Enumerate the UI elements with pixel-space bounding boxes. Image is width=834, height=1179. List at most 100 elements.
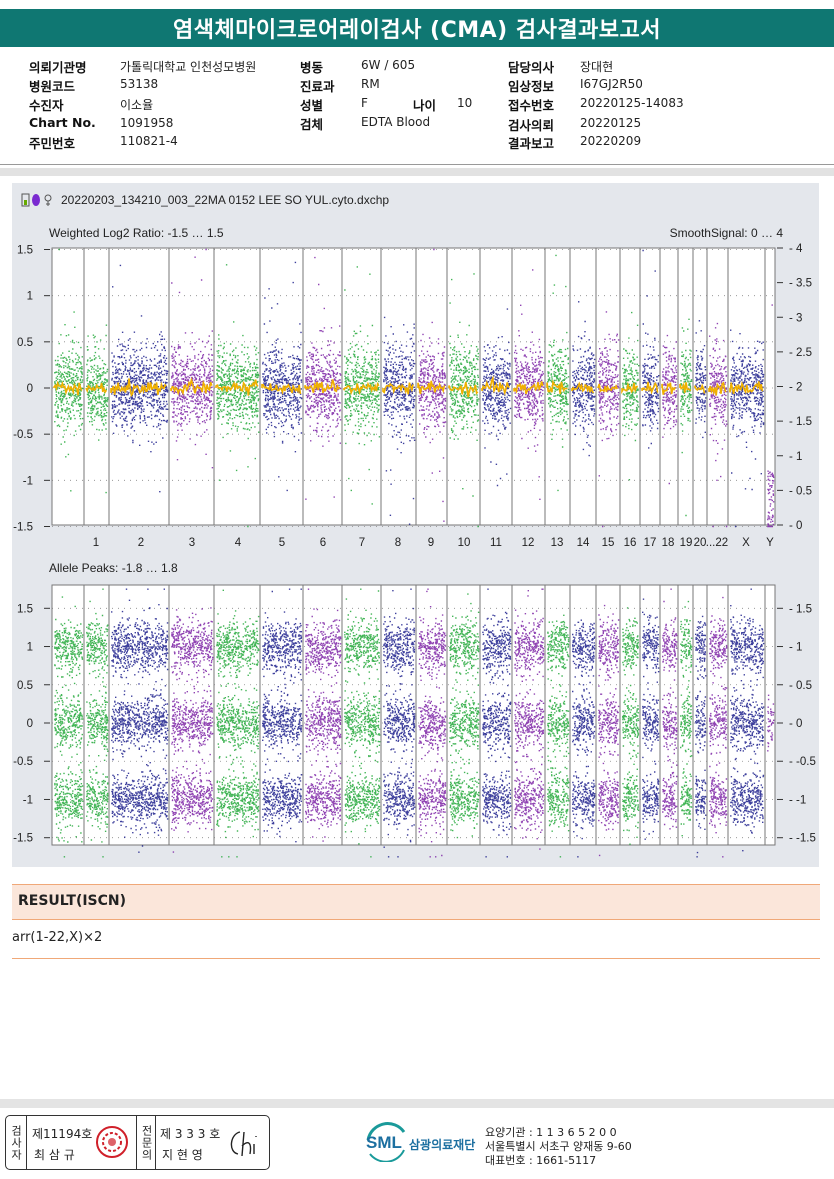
- value-requesting-institution: 가톨릭대학교 인천성모병원: [120, 60, 257, 74]
- value-specimen: EDTA Blood: [361, 115, 431, 129]
- battery-level-icon: [24, 200, 27, 205]
- label-sex: 성별: [300, 98, 324, 113]
- chromosome-label: X: [742, 537, 750, 549]
- value-hospital-code: 53138: [120, 77, 159, 91]
- log2-tick-label: -1.5: [13, 522, 33, 534]
- allele-tick-label-left: 1: [27, 642, 33, 654]
- allele-tick-label-right: - 1.5: [789, 603, 812, 615]
- smooth-signal-tick-label: - 1.5: [789, 416, 812, 428]
- label-physician: 담당의사: [508, 60, 555, 75]
- allele-tick-label-right: - 1: [789, 642, 802, 654]
- allele-tick-label-left: -1.5: [13, 833, 33, 845]
- examiner-number: 제11194호: [32, 1127, 93, 1141]
- chromosome-label: 18: [662, 537, 675, 549]
- log2-tick-label: -0.5: [13, 429, 33, 441]
- phone-number: 대표번호 : 1661-5117: [485, 1154, 597, 1167]
- log2-ratio-label: Weighted Log2 Ratio: -1.5 … 1.5: [49, 226, 224, 240]
- allele-tick-label-right: - -1: [789, 794, 806, 806]
- battery-icon: [21, 193, 30, 207]
- label-department: 진료과: [300, 79, 335, 94]
- chromosome-label: Y: [766, 537, 774, 549]
- footer-band: [0, 1099, 834, 1108]
- smooth-signal-tick-label: - 0: [789, 520, 802, 532]
- chromosome-label: 7: [359, 537, 365, 549]
- chromosome-label: 10: [458, 537, 471, 549]
- allele-tick-label-right: - 0: [789, 718, 802, 730]
- log2-tick-label: 0.5: [17, 337, 33, 349]
- chromosome-label: 4: [235, 537, 242, 549]
- cyto-filename: 20220203_134210_003_22MA 0152 LEE SO YUL…: [61, 193, 390, 207]
- chromosome-label: 11: [490, 537, 502, 549]
- allele-peaks-label: Allele Peaks: -1.8 … 1.8: [49, 561, 178, 575]
- allele-tick-label-left: 0.5: [17, 680, 33, 692]
- smooth-signal-tick-label: - 3.5: [789, 278, 812, 290]
- chromosome-label: 14: [577, 537, 590, 549]
- result-divider: [12, 958, 820, 959]
- chromosome-label: 15: [602, 537, 615, 549]
- result-title: RESULT(ISCN): [18, 893, 127, 909]
- value-accession-no: 20220125-14083: [580, 96, 684, 110]
- label-resident-no: 주민번호: [29, 136, 76, 151]
- smooth-signal-label: SmoothSignal: 0 … 4: [670, 226, 784, 240]
- smooth-signal-tick-label: - 2.5: [789, 347, 812, 359]
- smooth-signal-tick-label: - 1: [789, 451, 802, 463]
- value-sex: F: [361, 96, 368, 110]
- smooth-signal-tick-label: - 2: [789, 382, 802, 394]
- chromosome-label: 16: [624, 537, 637, 549]
- specialist-number: 제 3 3 3 호: [160, 1127, 221, 1141]
- handwritten-signature-icon: [230, 1131, 257, 1157]
- allele-tick-label-right: - -0.5: [789, 756, 816, 768]
- chromosome-label: ...22: [706, 537, 728, 549]
- value-age: 10: [457, 96, 473, 110]
- smooth-signal-tick-label: - 3: [789, 312, 802, 324]
- log2-ratio-plot: 1.5 1 0.5 0 -0.5 -1 -1.5 - 4 - 3.5 - 3 - 2.5 - 2 - 1…: [13, 243, 812, 549]
- label-report-date: 결과보고: [508, 136, 555, 151]
- chromosome-label: 5: [279, 537, 285, 549]
- chromosome-label: 8: [395, 537, 401, 549]
- divider-band: [0, 168, 834, 176]
- label-hospital-code: 병원코드: [29, 79, 76, 94]
- log2-tick-label: 1.5: [17, 245, 33, 257]
- chromosome-label: 12: [522, 537, 535, 549]
- label-patient: 수진자: [29, 98, 64, 113]
- seal-stamp-icon: [96, 1126, 128, 1158]
- chromosome-label: 1: [93, 537, 99, 549]
- label-request-date: 검사의뢰: [508, 118, 555, 133]
- smooth-signal-tick-label: - 0.5: [789, 485, 812, 497]
- sml-logo-icon: SML: [366, 1122, 406, 1162]
- label-specimen: 검체: [300, 117, 324, 132]
- allele-tick-label-left: -1: [23, 794, 33, 806]
- examiner-label: 검사자: [6, 1116, 27, 1169]
- specialist-name: 지 현 영: [162, 1148, 203, 1162]
- label-ward: 병동: [300, 60, 324, 75]
- chromosome-label: 2: [138, 537, 144, 549]
- result-iscn: arr(1-22,X)×2: [12, 930, 103, 945]
- value-chart-no: 1091958: [120, 116, 174, 130]
- address: 서울특별시 서초구 양재동 9-60: [485, 1140, 632, 1153]
- logo-text: SML: [366, 1133, 402, 1152]
- report-title: 염색체마이크로어레이검사 (CMA) 검사결과보고서: [0, 9, 834, 47]
- file-header: 20220203_134210_003_22MA 0152 LEE SO YUL…: [20, 192, 389, 208]
- purple-marker-icon: [32, 194, 40, 206]
- chromosome-label: 3: [189, 537, 195, 549]
- allele-tick-label-left: 1.5: [17, 603, 33, 615]
- value-report-date: 20220209: [580, 134, 642, 148]
- label-chart-no: Chart No.: [29, 115, 96, 130]
- chromosome-label: 17: [644, 537, 657, 549]
- label-accession-no: 접수번호: [508, 98, 555, 113]
- allele-tick-label-left: -0.5: [13, 756, 33, 768]
- chromosome-label: 19: [680, 537, 693, 549]
- allele-tick-label-left: 0: [27, 718, 33, 730]
- log2-tick-label: 0: [27, 383, 33, 395]
- value-physician: 장대현: [580, 60, 614, 74]
- file-status-icons: [21, 193, 52, 207]
- smooth-signal-tick-label: - 4: [789, 243, 803, 255]
- value-department: RM: [361, 77, 380, 91]
- examiner-name: 최 삼 규: [34, 1148, 75, 1162]
- allele-peaks-plot: 1.5 - 1.5 1 - 1 0.5 - 0.5 0 - 0 -0.5 - -0.5 -1 - -1…: [13, 584, 816, 858]
- label-age: 나이: [413, 98, 437, 113]
- log2-tick-label: 1: [27, 291, 33, 303]
- signature-box: 검사자 제11194호 최 삼 규 전문의 제 3 3 3 호 지 현 영: [5, 1115, 270, 1170]
- value-resident-no: 110821-4: [120, 134, 178, 148]
- label-requesting-institution: 의뢰기관명: [29, 60, 87, 75]
